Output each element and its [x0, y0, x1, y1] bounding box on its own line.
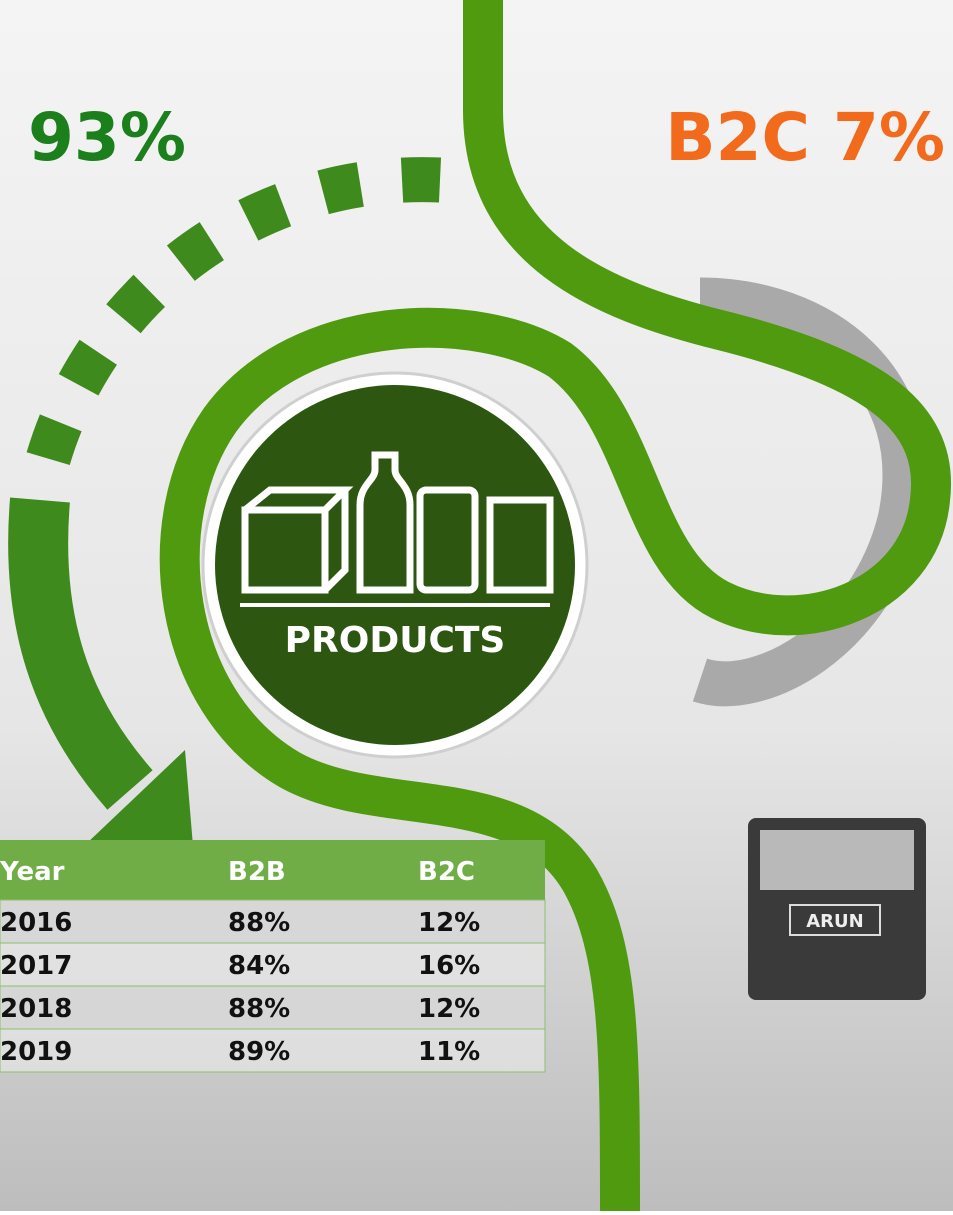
center-label: PRODUCTS	[285, 620, 506, 661]
header-cell: Year	[0, 857, 65, 887]
b2b-share: 93%	[28, 99, 186, 176]
table-cell: 2019	[0, 1037, 72, 1067]
table-row	[0, 1028, 546, 1073]
table-header	[0, 840, 545, 900]
table-cell: 2018	[0, 994, 72, 1024]
table-row	[0, 899, 546, 944]
package-brand: ARUN	[806, 911, 863, 932]
table-cell: 2016	[0, 908, 72, 938]
table-cell: 88%	[228, 908, 290, 938]
table-cell: 84%	[228, 951, 290, 981]
arrow-shaft	[8, 497, 153, 810]
products-circle	[215, 385, 575, 745]
table-cell: 12%	[418, 994, 480, 1024]
table-cell: 11%	[418, 1037, 480, 1067]
header-cell: B2B	[228, 857, 286, 887]
package-badge	[789, 904, 881, 936]
dashed-arc	[23, 157, 442, 476]
b2c-share: B2C 7%	[665, 99, 945, 176]
table-row	[0, 942, 546, 987]
table-cell: 12%	[418, 908, 480, 938]
table-cell: 2017	[0, 951, 72, 981]
share-table: Year B2B B2C 2016 88% 12% 2017 84% 16% 2018 88% 12%…	[0, 840, 546, 1073]
header-cell: B2C	[418, 857, 475, 887]
product-icons	[240, 451, 554, 607]
package-photo	[760, 830, 914, 890]
gray-curve	[692, 277, 928, 707]
table-cell: 88%	[228, 994, 290, 1024]
table-cell: 16%	[418, 951, 480, 981]
table-cell: 89%	[228, 1037, 290, 1067]
green-band	[159, 0, 952, 1212]
